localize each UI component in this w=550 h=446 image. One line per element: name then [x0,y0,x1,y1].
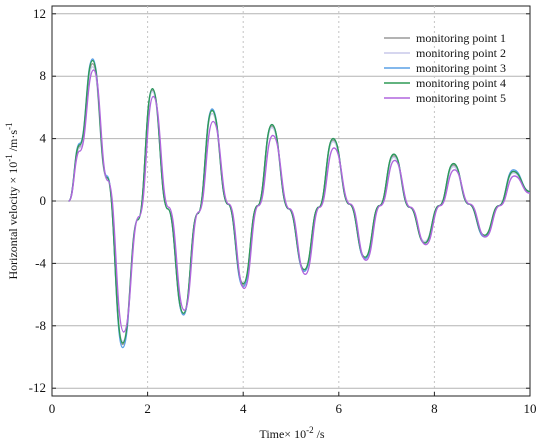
legend-label-1: monitoring point 1 [416,31,506,45]
y-tick-label: -8 [35,318,46,333]
x-axis-title-sup: -2 [306,425,314,435]
x-axis-title-main: Time× 10 [259,427,306,441]
legend-label-3: monitoring point 3 [416,61,506,75]
y-tick-label: -12 [29,380,46,395]
legend-label-5: monitoring point 5 [416,91,506,105]
x-tick-label: 6 [336,401,343,416]
series-layer [68,58,531,349]
y-tick-label: 4 [40,131,47,146]
series-line-2 [68,66,531,343]
x-tick-label: 4 [240,401,247,416]
y-axis-title-sup: -1 [4,154,14,162]
y-tick-label: 8 [40,68,47,83]
x-tick-label: 2 [144,401,151,416]
y-tick-label: 12 [33,6,46,21]
y-tick-label: 0 [40,193,47,208]
legend-label-2: monitoring point 2 [416,46,506,60]
x-tick-label: 8 [431,401,438,416]
y-axis-title-main: Horizontal velocity × 10 [6,162,20,280]
legend-label-4: monitoring point 4 [416,76,506,90]
x-tick-label: 0 [49,401,56,416]
y-axis-title-sup2: -1 [4,122,14,130]
y-axis-title: Horizontal velocity × 10-1 /m·s-1 [4,122,20,279]
x-tick-label: 10 [524,401,537,416]
series-line-5 [68,69,531,333]
y-axis-title-suffix: /m·s [6,130,20,155]
x-axis-title: Time× 10-2 /s [259,425,325,441]
series-line-1 [68,63,531,346]
y-tick-label: -4 [35,255,46,270]
x-axis-title-suffix: /s [314,427,325,441]
